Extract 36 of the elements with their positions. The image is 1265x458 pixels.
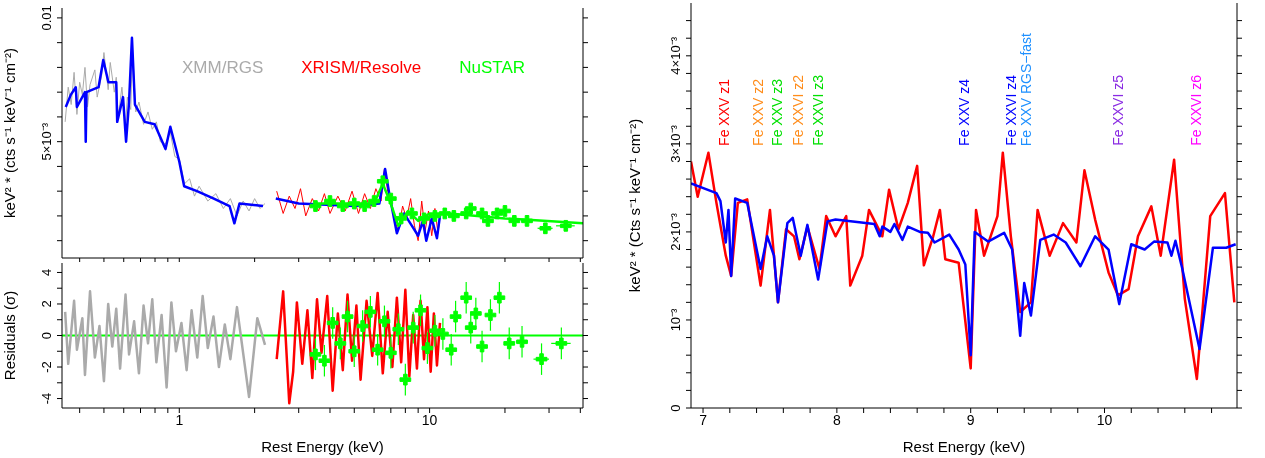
annotation: Fe XXVI z2 <box>790 75 807 146</box>
annotation: Fe XXVI z4 <box>1002 75 1019 146</box>
annotation: Fe XXVI z5 <box>1109 75 1126 146</box>
x-tick-label: 10 <box>1096 411 1113 428</box>
x-tick-label: 7 <box>699 411 708 428</box>
y-tick-label: 0 <box>39 331 54 340</box>
text: XMM/RGS <box>182 58 264 78</box>
annotation: Fe XXVI z6 <box>1187 75 1204 146</box>
x-axis-title: Rest Energy (keV) <box>261 438 384 455</box>
y-tick-label: 4×10⁻³ <box>668 36 683 75</box>
annotation: Fe XXV z2 <box>750 79 767 146</box>
y-tick-label: 5×10⁻³ <box>39 122 54 161</box>
y-tick-label: 4 <box>39 268 54 277</box>
y-tick-label: 0 <box>668 404 683 412</box>
x-tick-label: 9 <box>966 411 975 428</box>
text: XRISM/Resolve <box>301 58 422 78</box>
x-tick-label: 8 <box>832 411 841 428</box>
text: NuSTAR <box>459 58 526 78</box>
x-tick-label: 1 <box>175 411 184 428</box>
annotation: Fe XXV z3 <box>768 79 785 146</box>
annotation: Fe XXV z1 <box>716 79 733 146</box>
y-axis-title: keV² * (cts s⁻¹ keV⁻¹ cm⁻²) <box>1 47 19 219</box>
y-tick-label: 3×10⁻³ <box>668 124 683 163</box>
y-tick-label: 10⁻³ <box>668 307 683 332</box>
annotation: Fe XXV RGS−fast <box>1017 32 1034 146</box>
y-tick-label: 2 <box>39 300 54 308</box>
annotation: Fe XXVI z3 <box>810 75 827 146</box>
x-axis-title: Rest Energy (keV) <box>902 438 1026 455</box>
x-tick-label: 10 <box>421 411 438 428</box>
y-axis-title: keV² * (Cts s⁻¹ keV⁻¹ cm⁻²) <box>626 118 644 293</box>
y-tick-label: 2×10⁻³ <box>668 212 683 251</box>
y-axis-title: Residuals (σ) <box>1 290 19 381</box>
y-tick-label: -4 <box>39 392 54 405</box>
annotation: Fe XXV z4 <box>956 79 972 146</box>
y-tick-label: 0.01 <box>39 5 54 31</box>
y-tick-label: -2 <box>39 361 54 373</box>
